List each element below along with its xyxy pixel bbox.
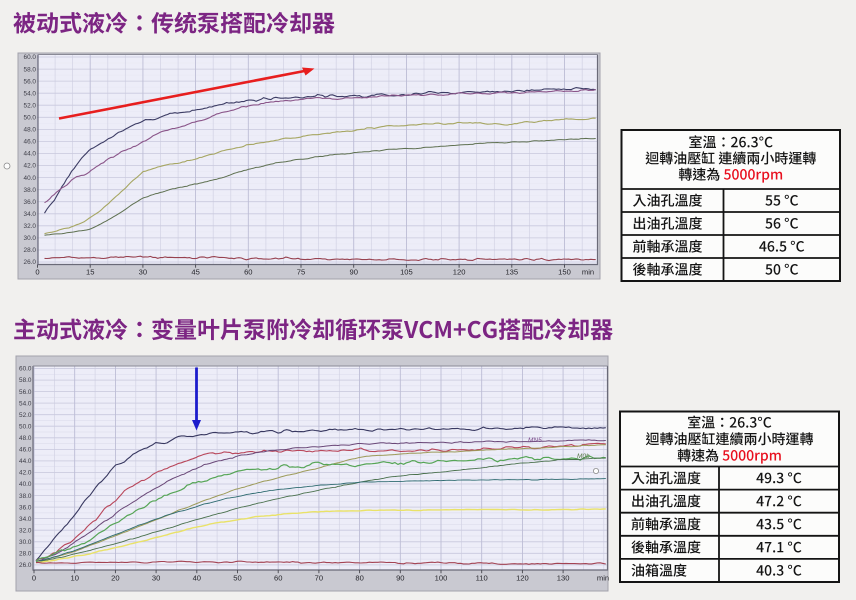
svg-text:110: 110 [476, 574, 488, 583]
svg-text:120: 120 [453, 268, 466, 277]
svg-text:M0b: M0b [577, 453, 590, 460]
svg-text:MN5: MN5 [528, 437, 542, 444]
svg-text:32.0: 32.0 [19, 527, 32, 534]
svg-text:90: 90 [396, 574, 404, 583]
svg-text:10: 10 [70, 574, 78, 583]
svg-text:44.0: 44.0 [19, 458, 32, 465]
svg-text:58.0: 58.0 [19, 377, 32, 384]
svg-text:34.0: 34.0 [24, 211, 37, 218]
svg-text:30: 30 [139, 268, 147, 277]
svg-text:15: 15 [86, 268, 94, 277]
svg-text:150: 150 [558, 268, 571, 277]
svg-text:50: 50 [233, 574, 241, 583]
svg-text:52.0: 52.0 [19, 412, 32, 419]
svg-text:30.0: 30.0 [19, 539, 32, 546]
svg-text:100: 100 [435, 574, 448, 583]
svg-text:40: 40 [193, 574, 201, 583]
svg-text:120: 120 [516, 574, 529, 583]
svg-text:40.0: 40.0 [24, 175, 37, 182]
svg-text:38.0: 38.0 [24, 187, 37, 194]
svg-text:48.0: 48.0 [24, 127, 37, 134]
svg-text:90: 90 [349, 268, 357, 277]
svg-text:28.0: 28.0 [24, 247, 37, 254]
svg-text:0: 0 [32, 574, 36, 583]
svg-text:38.0: 38.0 [19, 493, 32, 500]
svg-text:30.0: 30.0 [24, 235, 37, 242]
svg-text:30: 30 [152, 574, 160, 583]
svg-text:58.0: 58.0 [24, 66, 37, 73]
svg-text:45: 45 [191, 268, 199, 277]
svg-text:54.0: 54.0 [24, 90, 37, 97]
svg-text:36.0: 36.0 [19, 504, 32, 511]
svg-text:46.0: 46.0 [19, 447, 32, 454]
svg-text:44.0: 44.0 [24, 151, 37, 158]
svg-text:54.0: 54.0 [19, 400, 32, 407]
svg-text:60: 60 [274, 574, 282, 583]
svg-text:60: 60 [244, 268, 252, 277]
svg-text:75: 75 [297, 268, 305, 277]
svg-text:min: min [582, 268, 594, 277]
svg-text:42.0: 42.0 [19, 470, 32, 477]
svg-text:56.0: 56.0 [19, 389, 32, 396]
svg-text:70: 70 [315, 574, 323, 583]
svg-text:20: 20 [111, 574, 119, 583]
svg-text:36.0: 36.0 [24, 199, 37, 206]
svg-text:40.0: 40.0 [19, 481, 32, 488]
svg-text:50.0: 50.0 [19, 423, 32, 430]
svg-text:52.0: 52.0 [24, 102, 37, 109]
svg-text:135: 135 [505, 268, 518, 277]
svg-text:80: 80 [355, 574, 363, 583]
svg-text:60.0: 60.0 [19, 366, 32, 373]
svg-text:50.0: 50.0 [24, 115, 37, 122]
svg-text:0: 0 [35, 268, 39, 277]
svg-text:48.0: 48.0 [19, 435, 32, 442]
svg-text:28.0: 28.0 [19, 551, 32, 558]
svg-text:105: 105 [400, 268, 413, 277]
svg-text:34.0: 34.0 [19, 516, 32, 523]
svg-text:32.0: 32.0 [24, 223, 37, 230]
svg-text:42.0: 42.0 [24, 163, 37, 170]
svg-text:130: 130 [557, 574, 570, 583]
svg-text:60.0: 60.0 [24, 54, 37, 61]
svg-text:26.0: 26.0 [24, 259, 37, 266]
svg-text:46.0: 46.0 [24, 139, 37, 146]
svg-text:56.0: 56.0 [24, 78, 37, 85]
svg-text:min: min [597, 574, 609, 583]
svg-text:26.0: 26.0 [19, 562, 32, 569]
